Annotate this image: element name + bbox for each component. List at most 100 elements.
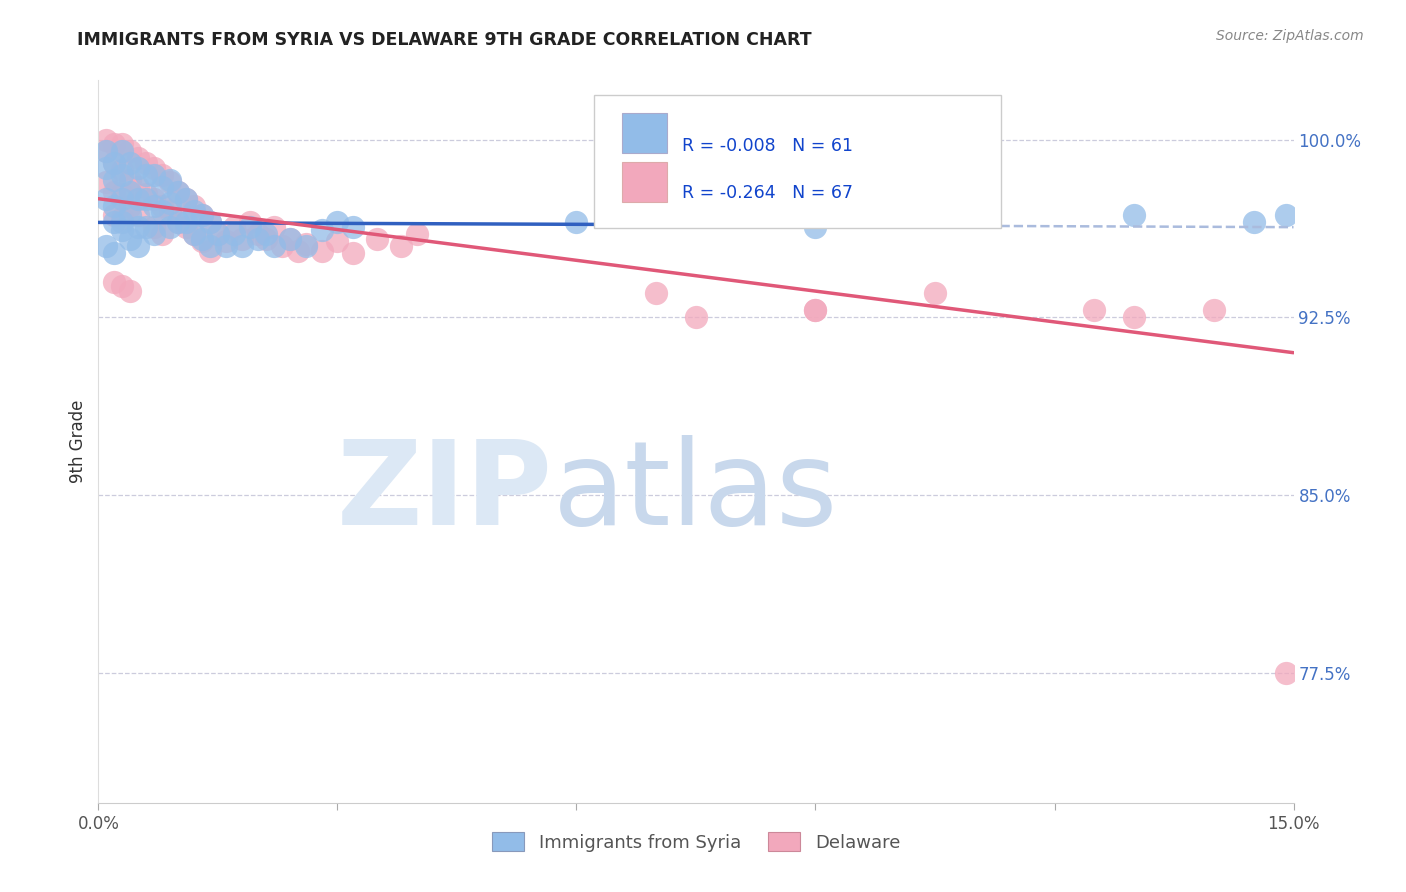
Text: R = -0.008   N = 61: R = -0.008 N = 61 (682, 137, 852, 155)
Point (342, 220, 364, 235)
Point (111, 215, 134, 229)
Point (111, 168, 134, 182)
Point (127, 239, 149, 253)
Point (96, 161, 118, 175)
Point (174, 220, 197, 235)
Point (263, 220, 285, 235)
Point (804, 220, 827, 235)
Text: atlas: atlas (553, 434, 838, 549)
Point (1202, 303, 1225, 318)
Point (120, 156, 142, 170)
Point (96, 145, 118, 159)
Point (231, 239, 253, 253)
Point (143, 220, 166, 235)
Point (127, 180, 149, 194)
Point (143, 161, 166, 175)
Point (159, 203, 181, 218)
Point (294, 239, 316, 253)
Point (222, 227, 245, 242)
Point (215, 235, 238, 249)
Point (1083, 303, 1105, 318)
Point (198, 239, 221, 253)
Point (191, 235, 214, 249)
Point (565, 215, 588, 229)
Point (246, 227, 269, 242)
Point (111, 222, 134, 236)
Point (389, 239, 412, 253)
Bar (621, 113, 668, 153)
Point (804, 303, 827, 318)
Point (222, 220, 245, 235)
Point (287, 244, 309, 258)
Point (135, 220, 157, 235)
Point (111, 211, 134, 225)
Point (127, 192, 149, 206)
Point (103, 156, 125, 170)
FancyBboxPatch shape (595, 95, 1001, 228)
Point (311, 244, 333, 258)
Point (111, 279, 134, 293)
Point (103, 215, 125, 229)
Point (246, 232, 269, 246)
Point (150, 227, 173, 242)
Text: IMMIGRANTS FROM SYRIA VS DELAWARE 9TH GRADE CORRELATION CHART: IMMIGRANTS FROM SYRIA VS DELAWARE 9TH GR… (77, 31, 811, 49)
Point (159, 173, 181, 187)
Point (406, 227, 429, 242)
Point (207, 227, 229, 242)
Point (120, 185, 142, 199)
Point (1123, 208, 1146, 222)
Point (103, 199, 125, 213)
Point (231, 232, 253, 246)
Point (326, 215, 349, 229)
Point (174, 192, 197, 206)
Point (1123, 310, 1146, 325)
Point (167, 185, 190, 199)
Point (127, 152, 149, 166)
Point (183, 199, 205, 213)
Text: Source: ZipAtlas.com: Source: ZipAtlas.com (1216, 29, 1364, 43)
Point (278, 232, 301, 246)
Point (804, 303, 827, 318)
Point (143, 227, 166, 242)
Point (103, 275, 125, 289)
Point (183, 227, 205, 242)
Point (924, 286, 946, 301)
Point (127, 220, 149, 235)
Point (183, 227, 205, 242)
Point (159, 175, 181, 189)
Point (120, 208, 142, 222)
Point (239, 220, 262, 235)
Point (96, 192, 118, 206)
Point (263, 239, 285, 253)
Point (270, 239, 292, 253)
Point (198, 215, 221, 229)
Point (103, 185, 125, 199)
Point (127, 208, 149, 222)
Point (191, 208, 214, 222)
Point (111, 163, 134, 178)
Point (183, 203, 205, 218)
Point (174, 215, 197, 229)
Point (120, 232, 142, 246)
Point (127, 161, 149, 175)
Point (143, 199, 166, 213)
Point (103, 246, 125, 260)
Point (96, 239, 118, 253)
Point (198, 215, 221, 229)
Point (645, 286, 668, 301)
Point (254, 232, 277, 246)
Point (294, 236, 316, 251)
Point (120, 284, 142, 298)
Point (150, 168, 173, 182)
Point (342, 246, 364, 260)
Point (278, 232, 301, 246)
Point (143, 192, 166, 206)
Point (143, 168, 166, 182)
Point (174, 192, 197, 206)
Point (207, 227, 229, 242)
Point (159, 196, 181, 211)
Point (1274, 665, 1296, 680)
Point (167, 185, 190, 199)
Y-axis label: 9th Grade: 9th Grade (69, 400, 87, 483)
Point (167, 215, 190, 229)
